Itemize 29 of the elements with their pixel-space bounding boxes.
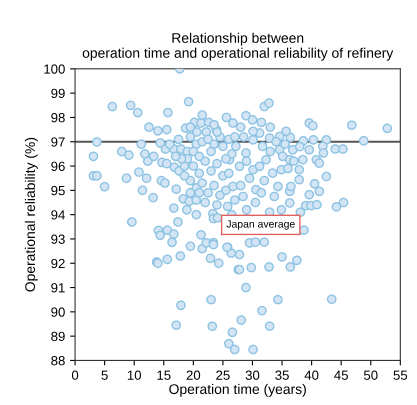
x-tick-label: 25	[216, 370, 230, 380]
x-tick-label: 50	[364, 370, 378, 380]
y-tick-label: 89	[51, 332, 65, 342]
y-tick-label: 97	[51, 137, 65, 147]
x-tick-label: 55	[394, 370, 408, 380]
y-tick-label: 98	[51, 113, 65, 122]
x-tick-label: 10	[128, 370, 142, 380]
x-tick-label: 45	[334, 370, 348, 380]
y-tick-label: 94	[51, 210, 65, 220]
x-tick-label: 40	[304, 370, 318, 380]
y-tick-label: 88	[51, 356, 65, 366]
chart-title: Relationship between operation time and operational reliability of refinery	[82, 32, 394, 61]
y-tick-label: 92	[51, 258, 65, 268]
y-tick-label: 95	[51, 186, 65, 196]
y-tick-label: 91	[51, 283, 65, 292]
y-tick-label: 99	[51, 88, 65, 98]
annotation: Japan average	[226, 220, 295, 230]
x-tick-label: 20	[186, 370, 200, 380]
x-tick-label: 35	[275, 370, 289, 380]
y-tick-label: 90	[51, 307, 65, 317]
y-tick-label: 93	[51, 234, 65, 244]
x-tick-label: 0	[72, 370, 78, 380]
x-axis-title: Operation time (years)	[169, 384, 306, 397]
x-tick-label: 30	[246, 370, 260, 380]
y-axis-title: Operational reliability (%)	[24, 138, 38, 292]
x-tick-label: 5	[101, 370, 108, 380]
y-tick-label: 100	[44, 64, 65, 74]
y-tick-label: 96	[51, 162, 65, 171]
x-tick-label: 15	[157, 370, 171, 380]
